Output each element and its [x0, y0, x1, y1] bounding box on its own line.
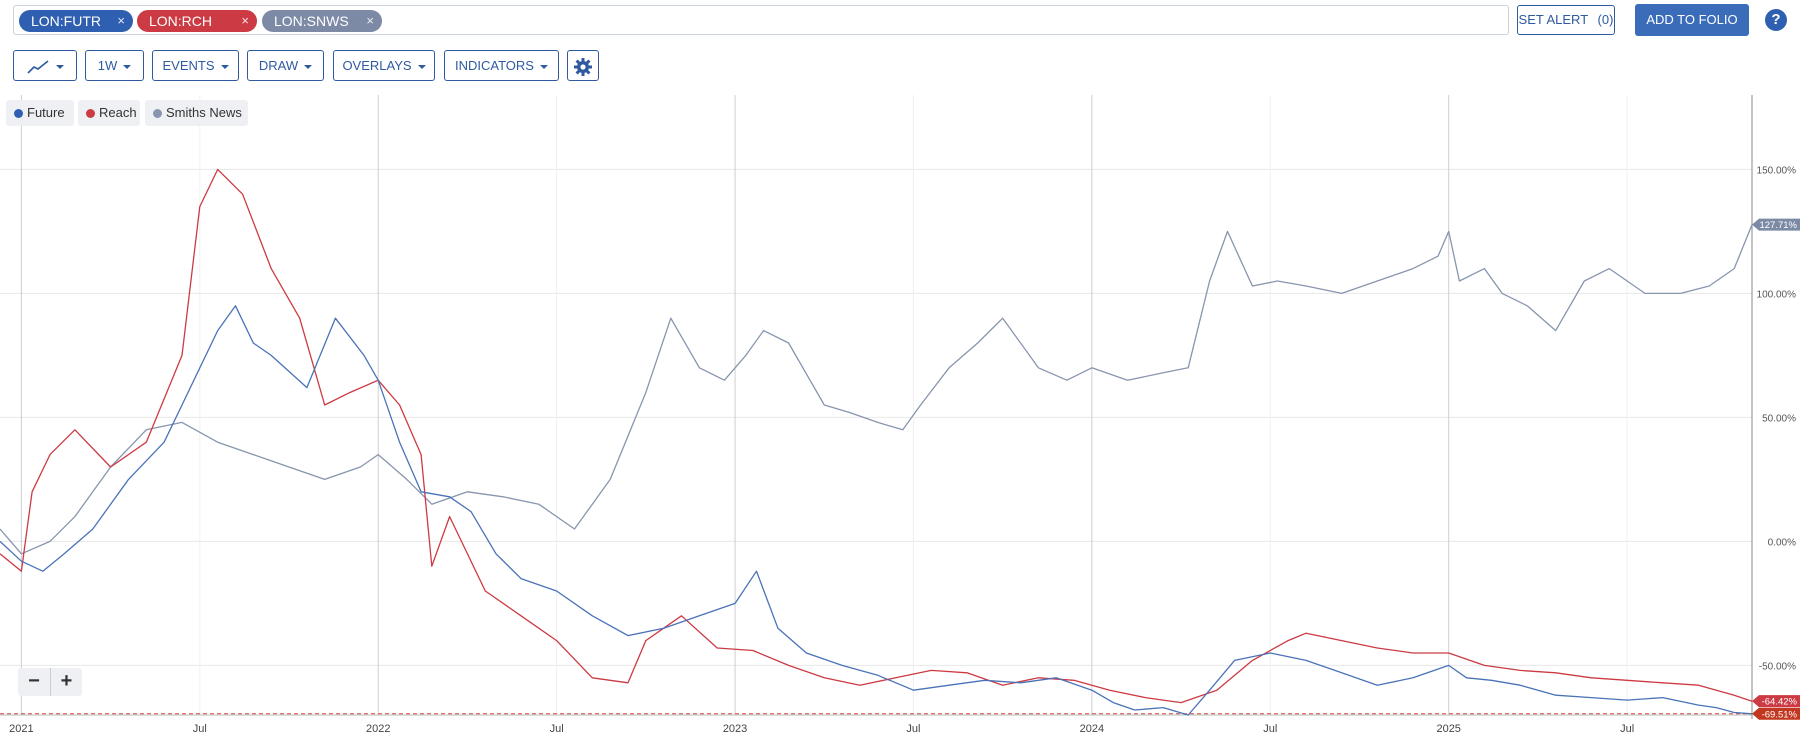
symbol-chip-snws[interactable]: LON:SNWS × — [262, 10, 382, 32]
alert-count: (0) — [1597, 12, 1614, 27]
set-alert-label: SET ALERT — [1518, 12, 1588, 27]
x-tick-label: Jul — [906, 723, 920, 735]
y-tick-label: -50.00% — [1759, 661, 1796, 672]
legend-dot — [14, 109, 23, 118]
series-line-smiths-news — [0, 224, 1753, 555]
legend-item-reach[interactable]: Reach — [78, 100, 140, 126]
chart-type-dropdown[interactable] — [13, 50, 77, 81]
last-value-label: -69.51% — [1762, 709, 1798, 720]
remove-symbol-icon[interactable]: × — [241, 13, 249, 28]
legend-dot — [153, 109, 162, 118]
symbol-chip-label: LON:FUTR — [31, 13, 101, 29]
legend-label: Future — [27, 105, 65, 120]
events-dropdown[interactable]: EVENTS — [152, 50, 239, 81]
x-tick-label: 2023 — [723, 723, 747, 735]
symbol-chip-label: LON:RCH — [149, 13, 213, 29]
zoom-out-button[interactable]: − — [28, 670, 40, 692]
x-tick-label: Jul — [550, 723, 564, 735]
legend-dot — [86, 109, 95, 118]
symbol-input-bar[interactable]: LON:FUTR × LON:RCH × LON:SNWS × — [13, 5, 1509, 35]
last-value-tag — [1752, 707, 1800, 720]
symbol-chip-label: LON:SNWS — [274, 13, 349, 29]
help-icon[interactable]: ? — [1765, 9, 1787, 31]
series-line-reach — [0, 168, 1753, 704]
symbol-chip-rch[interactable]: LON:RCH × — [137, 10, 257, 32]
line-chart-icon — [27, 59, 49, 74]
events-label: EVENTS — [162, 58, 215, 73]
y-tick-label: 50.00% — [1762, 413, 1796, 424]
chevron-down-icon — [123, 64, 132, 69]
chevron-down-icon — [56, 64, 64, 69]
legend-item-future[interactable]: Future — [6, 100, 74, 126]
zoom-controls: − + — [18, 668, 82, 696]
series-line-future — [0, 305, 1753, 716]
indicators-dropdown[interactable]: INDICATORS — [444, 50, 559, 81]
remove-symbol-icon[interactable]: × — [366, 13, 374, 28]
draw-dropdown[interactable]: DRAW — [247, 50, 324, 81]
x-tick-label: Jul — [1620, 723, 1634, 735]
draw-label: DRAW — [258, 58, 299, 73]
remove-symbol-icon[interactable]: × — [117, 13, 125, 28]
legend-item-smiths-news[interactable]: Smiths News — [145, 100, 248, 126]
overlays-label: OVERLAYS — [342, 58, 412, 73]
zoom-in-button[interactable]: + — [50, 668, 82, 696]
x-tick-label: Jul — [193, 723, 207, 735]
chart-settings-button[interactable] — [567, 50, 599, 81]
chevron-down-icon — [220, 64, 229, 69]
x-tick-label: 2021 — [9, 723, 33, 735]
last-value-label: -64.42% — [1762, 697, 1798, 708]
chevron-down-icon — [539, 64, 548, 69]
last-value-label: 127.71% — [1759, 220, 1797, 231]
gear-icon — [574, 57, 592, 76]
symbol-chip-futr[interactable]: LON:FUTR × — [19, 10, 133, 32]
add-to-folio-button[interactable]: ADD TO FOLIO — [1635, 4, 1749, 36]
x-tick-label: 2022 — [366, 723, 390, 735]
y-tick-label: 100.00% — [1757, 289, 1797, 300]
y-tick-label: 0.00% — [1768, 537, 1796, 548]
x-tick-label: Jul — [1263, 723, 1277, 735]
x-tick-label: 2024 — [1080, 723, 1104, 735]
chevron-down-icon — [304, 64, 313, 69]
chevron-down-icon — [417, 64, 426, 69]
overlays-dropdown[interactable]: OVERLAYS — [333, 50, 435, 81]
legend-label: Reach — [99, 105, 137, 120]
y-tick-label: 150.00% — [1757, 165, 1797, 176]
last-value-tag — [1752, 218, 1800, 231]
comparison-chart[interactable]: 150.00% 100.00% 50.00% 0.00% -50.00% 2021 Jul 2… — [0, 95, 1804, 738]
interval-label: 1W — [97, 58, 118, 73]
set-alert-button[interactable]: SET ALERT (0) — [1517, 5, 1615, 35]
interval-dropdown[interactable]: 1W — [85, 50, 144, 81]
legend-label: Smiths News — [166, 105, 242, 120]
x-tick-label: 2025 — [1436, 723, 1460, 735]
indicators-label: INDICATORS — [455, 58, 534, 73]
last-value-tag — [1752, 695, 1800, 708]
